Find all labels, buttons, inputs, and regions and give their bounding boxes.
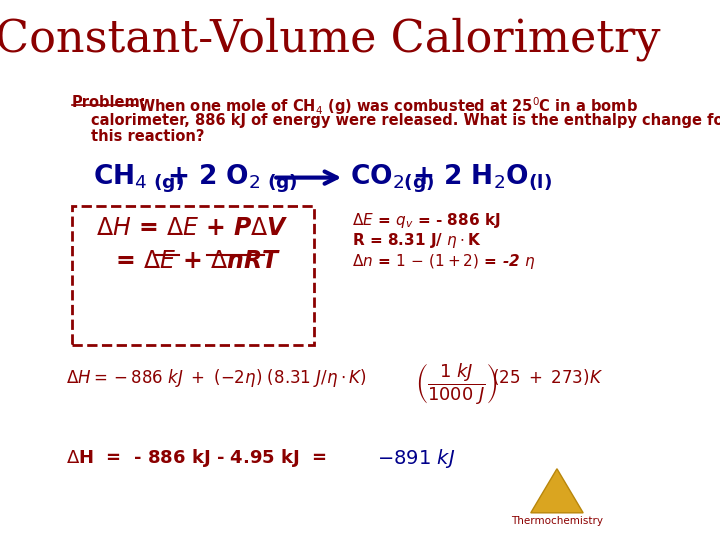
- Text: + 2 O$_2$$_{\mathregular{\ (g)}}$: + 2 O$_2$$_{\mathregular{\ (g)}}$: [167, 163, 298, 195]
- Text: this reaction?: this reaction?: [91, 129, 204, 144]
- Text: calorimeter, 886 kJ of energy were released. What is the enthalpy change for: calorimeter, 886 kJ of energy were relea…: [91, 113, 720, 127]
- Text: R = 8.31 J/ $\eta\cdot$K: R = 8.31 J/ $\eta\cdot$K: [352, 231, 482, 251]
- Text: $-891\ kJ$: $-891\ kJ$: [377, 447, 455, 470]
- Text: Constant-Volume Calorimetry: Constant-Volume Calorimetry: [0, 17, 661, 61]
- Text: CO$_{2\mathregular{(g)}}$: CO$_{2\mathregular{(g)}}$: [350, 163, 434, 195]
- Text: = $\Delta E$ + $\Delta$nRT: = $\Delta E$ + $\Delta$nRT: [115, 248, 282, 273]
- Text: CH$_4$$_{\mathregular{\ (g)}}$: CH$_4$$_{\mathregular{\ (g)}}$: [94, 163, 184, 195]
- Text: Thermochemistry: Thermochemistry: [511, 516, 603, 526]
- Text: $\Delta H$ = $\Delta E$ + P$\Delta$V: $\Delta H$ = $\Delta E$ + P$\Delta$V: [96, 217, 289, 240]
- Text: $\Delta E$ = $q_v$ = - 886 kJ: $\Delta E$ = $q_v$ = - 886 kJ: [352, 211, 501, 230]
- Text: $\Delta$H  =  - 886 kJ - 4.95 kJ  =: $\Delta$H = - 886 kJ - 4.95 kJ =: [66, 447, 327, 469]
- Text: $\left(\dfrac{1\ kJ}{1000\ J}\right)$: $\left(\dfrac{1\ kJ}{1000\ J}\right)$: [415, 361, 498, 406]
- Text: $\Delta H = -886\ kJ\ +\ (-2\eta)\ (8.31\ J/\eta\cdot K)$: $\Delta H = -886\ kJ\ +\ (-2\eta)\ (8.31…: [66, 367, 366, 389]
- Text: + 2 H$_2$O$_{\mathregular{(l)}}$: + 2 H$_2$O$_{\mathregular{(l)}}$: [413, 163, 552, 192]
- Text: Problem:: Problem:: [71, 96, 146, 110]
- Text: When one mole of CH$_4$ (g) was combusted at 25$^0$C in a bomb: When one mole of CH$_4$ (g) was combuste…: [138, 96, 638, 117]
- Text: $(25\ +\ 273)K$: $(25\ +\ 273)K$: [492, 367, 603, 387]
- Polygon shape: [531, 469, 583, 513]
- Text: $\Delta n$ = $1$ $-$ $(1+2)$ = -2 $\eta$: $\Delta n$ = $1$ $-$ $(1+2)$ = -2 $\eta$: [352, 252, 536, 271]
